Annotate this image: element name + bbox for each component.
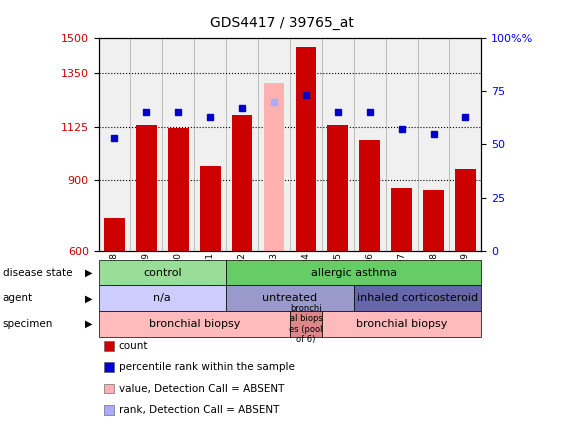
Text: bronchi
al biops
es (pool
of 6): bronchi al biops es (pool of 6) <box>289 304 323 344</box>
Bar <box>263 83 284 251</box>
Text: GDS4417 / 39765_at: GDS4417 / 39765_at <box>209 16 354 30</box>
Bar <box>455 169 476 251</box>
Text: bronchial biopsy: bronchial biopsy <box>149 319 240 329</box>
Text: specimen: specimen <box>3 319 53 329</box>
Text: ▶: ▶ <box>86 319 93 329</box>
Text: inhaled corticosteroid: inhaled corticosteroid <box>357 293 478 303</box>
Bar <box>168 128 189 251</box>
Text: value, Detection Call = ABSENT: value, Detection Call = ABSENT <box>119 384 284 393</box>
Bar <box>296 47 316 251</box>
Bar <box>104 218 125 251</box>
Bar <box>136 125 157 251</box>
Text: ▶: ▶ <box>86 268 93 278</box>
Text: control: control <box>143 268 182 278</box>
Text: percentile rank within the sample: percentile rank within the sample <box>119 362 294 372</box>
Bar <box>423 190 444 251</box>
Bar <box>359 139 380 251</box>
Text: agent: agent <box>3 293 33 303</box>
Text: rank, Detection Call = ABSENT: rank, Detection Call = ABSENT <box>119 405 279 415</box>
Text: bronchial biopsy: bronchial biopsy <box>356 319 447 329</box>
Text: disease state: disease state <box>3 268 72 278</box>
Text: count: count <box>119 341 148 351</box>
Text: allergic asthma: allergic asthma <box>311 268 397 278</box>
Text: n/a: n/a <box>154 293 171 303</box>
Text: untreated: untreated <box>262 293 318 303</box>
Bar <box>200 166 221 251</box>
Text: ▶: ▶ <box>86 293 93 303</box>
Bar <box>391 188 412 251</box>
Bar <box>328 125 348 251</box>
Bar <box>232 115 252 251</box>
